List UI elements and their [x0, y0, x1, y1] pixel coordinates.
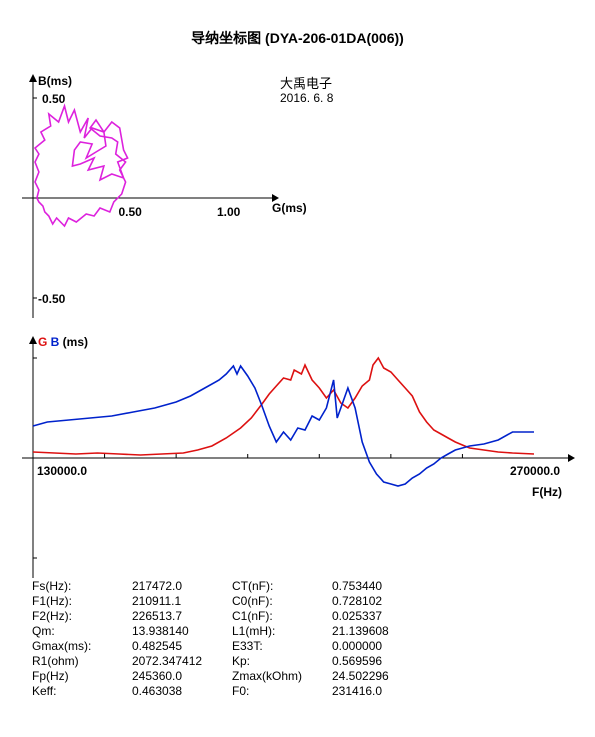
b-axis-label: B(ms) [38, 74, 72, 88]
ms-axis-arrow [29, 336, 37, 344]
param-row: Qm: 13.938140 L1(mH): 21.139608 [32, 624, 552, 639]
param-value: 226513.7 [132, 609, 183, 623]
param-value: 13.938140 [132, 624, 189, 638]
param-label: Zmax(kOhm) [232, 669, 302, 683]
param-row: Fs(Hz): 217472.0 CT(nF): 0.753440 [32, 579, 552, 594]
param-label: Kp: [232, 654, 251, 668]
freq-axis-label: F(Hz) [532, 485, 562, 499]
param-value: 0.753440 [332, 579, 383, 593]
param-label: E33T: [232, 639, 263, 653]
legend-unit: (ms) [59, 335, 88, 349]
g-axis-arrow [272, 194, 279, 202]
b-tick-0.50: 0.50 [42, 92, 66, 106]
param-value: 0.728102 [332, 594, 383, 608]
freq-tick-270000: 270000.0 [510, 464, 560, 478]
legend: G B (ms) [38, 335, 88, 349]
legend-g: G [38, 335, 47, 349]
param-label: Keff: [32, 684, 57, 698]
param-value: 231416.0 [332, 684, 383, 698]
param-value: 0.569596 [332, 654, 383, 668]
param-row: F1(Hz): 210911.1 C0(nF): 0.728102 [32, 594, 552, 609]
param-value: 0.000000 [332, 639, 383, 653]
g-tick-1.00: 1.00 [217, 205, 241, 219]
admittance-curve [33, 103, 129, 228]
param-value: 0.025337 [332, 609, 383, 623]
param-label: F0: [232, 684, 250, 698]
date-label: 2016. 6. 8 [280, 91, 334, 105]
param-label: F1(Hz): [32, 594, 72, 608]
g-axis-label: G(ms) [272, 201, 307, 215]
page-title: 导纳坐标图 (DYA-206-01DA(006)) [191, 30, 404, 46]
param-value: 21.139608 [332, 624, 389, 638]
param-label: R1(ohm) [32, 654, 79, 668]
param-label: L1(mH): [232, 624, 276, 638]
param-label: F2(Hz): [32, 609, 72, 623]
param-label: Qm: [32, 624, 55, 638]
param-row: Fp(Hz) 245360.0 Zmax(kOhm) 24.502296 [32, 669, 552, 684]
b-tick-minus-0.50: -0.50 [38, 292, 66, 306]
param-value: 210911.1 [132, 594, 182, 608]
param-value: 217472.0 [132, 579, 183, 593]
series-g-line [32, 356, 535, 456]
param-value: 24.502296 [332, 669, 389, 683]
company-label: 大禹电子 [280, 76, 333, 91]
param-label: Fp(Hz) [32, 669, 69, 683]
legend-b: B [47, 335, 59, 349]
param-row: Keff: 0.463038 F0: 231416.0 [32, 684, 552, 699]
param-label: C0(nF): [232, 594, 273, 608]
param-label: Fs(Hz): [32, 579, 72, 593]
param-label: CT(nF): [232, 579, 274, 593]
param-label: Gmax(ms): [32, 639, 92, 653]
b-axis-arrow [29, 74, 37, 82]
param-value: 245360.0 [132, 669, 183, 683]
param-label: C1(nF): [232, 609, 273, 623]
freq-axis-arrow [568, 454, 575, 462]
g-tick-0.50: 0.50 [119, 205, 143, 219]
param-row: R1(ohm) 2072.347412 Kp: 0.569596 [32, 654, 552, 669]
param-row: Gmax(ms): 0.482545 E33T: 0.000000 [32, 639, 552, 654]
parameter-table: Fs(Hz): 217472.0 CT(nF): 0.753440 F1(Hz): 210… [32, 579, 552, 699]
series-b-line [32, 364, 534, 487]
param-value: 0.463038 [132, 684, 183, 698]
param-value: 2072.347412 [132, 654, 203, 668]
freq-tick-130000: 130000.0 [37, 464, 87, 478]
param-row: F2(Hz): 226513.7 C1(nF): 0.025337 [32, 609, 552, 624]
param-value: 0.482545 [132, 639, 183, 653]
